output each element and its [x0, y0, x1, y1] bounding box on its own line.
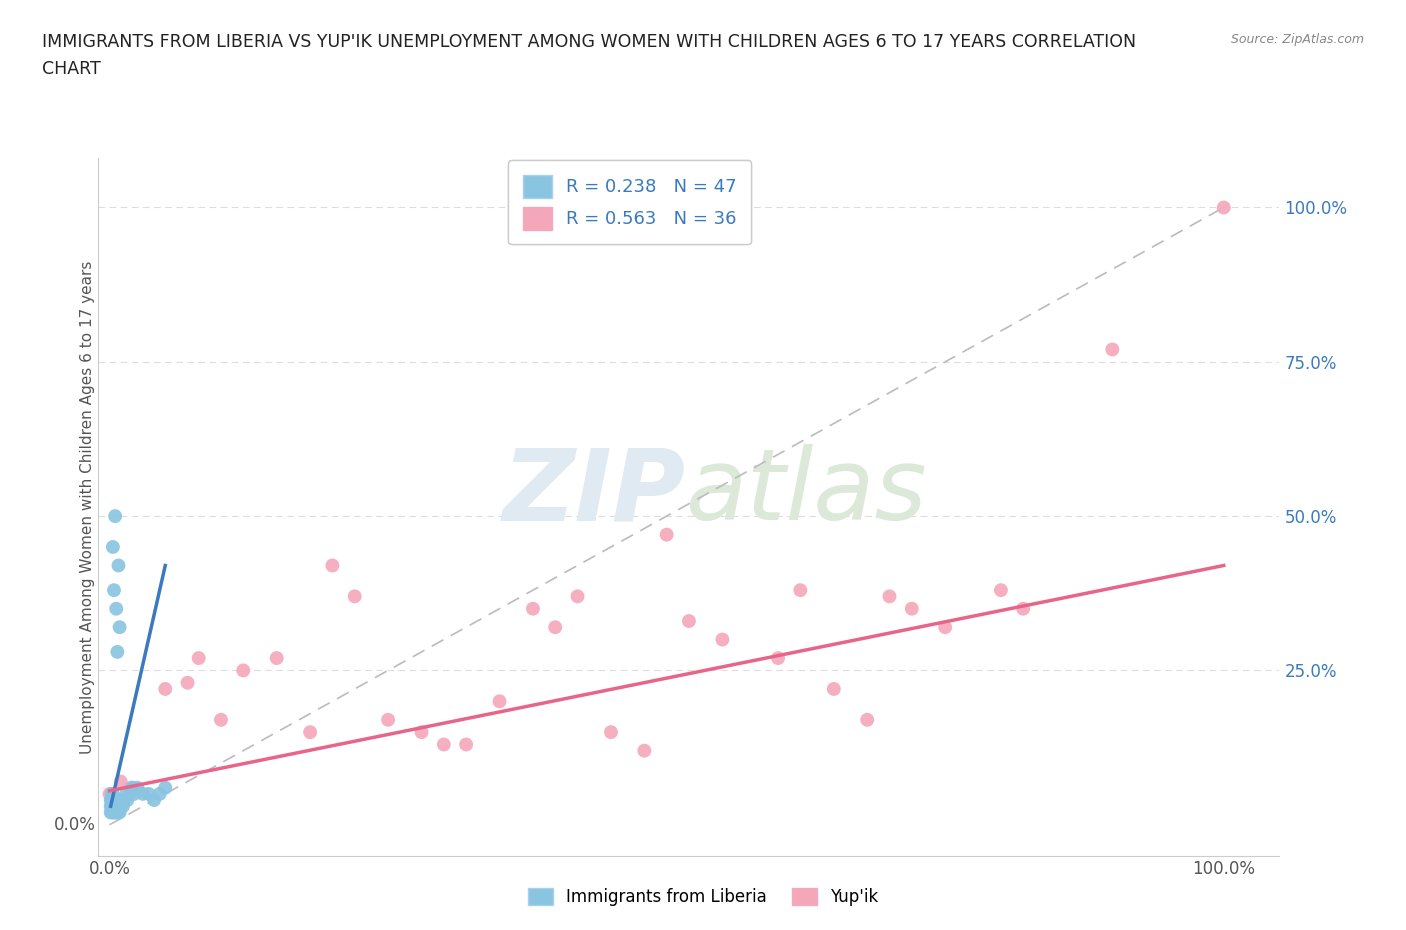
- Point: [456, 737, 478, 752]
- Legend: R = 0.238   N = 47, R = 0.563   N = 36: R = 0.238 N = 47, R = 0.563 N = 36: [509, 160, 751, 245]
- Legend: Immigrants from Liberia, Yup'ik: Immigrants from Liberia, Yup'ik: [522, 881, 884, 912]
- Point: [118, 787, 141, 802]
- Point: [100, 805, 122, 820]
- Point: [105, 799, 128, 814]
- Point: [104, 799, 127, 814]
- Point: [105, 602, 128, 617]
- Point: [934, 619, 956, 634]
- Text: atlas: atlas: [686, 445, 928, 541]
- Point: [232, 663, 254, 678]
- Point: [121, 780, 143, 795]
- Point: [105, 805, 128, 820]
- Point: [107, 805, 129, 820]
- Point: [103, 805, 125, 820]
- Point: [108, 619, 131, 634]
- Point: [108, 792, 131, 807]
- Point: [110, 799, 132, 814]
- Point: [633, 743, 655, 758]
- Text: ZIP: ZIP: [503, 445, 686, 541]
- Point: [789, 583, 811, 598]
- Point: [101, 787, 124, 802]
- Point: [101, 787, 124, 802]
- Point: [104, 792, 127, 807]
- Point: [107, 558, 129, 573]
- Point: [1101, 342, 1123, 357]
- Point: [122, 787, 145, 802]
- Point: [299, 724, 322, 739]
- Point: [900, 602, 922, 617]
- Point: [266, 651, 288, 666]
- Point: [100, 792, 122, 807]
- Point: [127, 780, 149, 795]
- Point: [98, 787, 121, 802]
- Point: [117, 792, 139, 807]
- Point: [101, 792, 124, 807]
- Text: Source: ZipAtlas.com: Source: ZipAtlas.com: [1230, 33, 1364, 46]
- Point: [823, 682, 845, 697]
- Point: [187, 651, 209, 666]
- Point: [766, 651, 789, 666]
- Text: IMMIGRANTS FROM LIBERIA VS YUP'IK UNEMPLOYMENT AMONG WOMEN WITH CHILDREN AGES 6 : IMMIGRANTS FROM LIBERIA VS YUP'IK UNEMPL…: [42, 33, 1136, 50]
- Point: [107, 799, 129, 814]
- Point: [101, 792, 124, 807]
- Point: [103, 799, 125, 814]
- Point: [711, 632, 734, 647]
- Text: CHART: CHART: [42, 60, 101, 78]
- Point: [112, 792, 135, 807]
- Point: [678, 614, 700, 629]
- Point: [132, 787, 155, 802]
- Point: [488, 694, 510, 709]
- Point: [856, 712, 879, 727]
- Point: [143, 792, 166, 807]
- Text: 0.0%: 0.0%: [55, 816, 96, 833]
- Point: [110, 792, 132, 807]
- Point: [104, 509, 127, 524]
- Point: [343, 589, 366, 604]
- Point: [105, 799, 128, 814]
- Point: [103, 792, 125, 807]
- Point: [321, 558, 343, 573]
- Point: [1212, 200, 1234, 215]
- Point: [149, 787, 172, 802]
- Point: [111, 799, 134, 814]
- Point: [879, 589, 901, 604]
- Point: [990, 583, 1012, 598]
- Point: [101, 805, 124, 820]
- Y-axis label: Unemployment Among Women with Children Ages 6 to 17 years: Unemployment Among Women with Children A…: [80, 260, 94, 753]
- Point: [101, 805, 124, 820]
- Point: [155, 682, 177, 697]
- Point: [108, 805, 131, 820]
- Point: [209, 712, 232, 727]
- Point: [121, 780, 143, 795]
- Point: [101, 539, 124, 554]
- Point: [377, 712, 399, 727]
- Point: [115, 787, 138, 802]
- Point: [176, 675, 198, 690]
- Point: [1012, 602, 1035, 617]
- Point: [600, 724, 623, 739]
- Point: [655, 527, 678, 542]
- Point: [544, 619, 567, 634]
- Point: [411, 724, 433, 739]
- Point: [138, 787, 160, 802]
- Point: [567, 589, 589, 604]
- Point: [105, 805, 128, 820]
- Point: [103, 583, 125, 598]
- Point: [101, 799, 124, 814]
- Point: [155, 780, 177, 795]
- Point: [100, 799, 122, 814]
- Point: [105, 644, 128, 659]
- Point: [101, 799, 124, 814]
- Point: [433, 737, 456, 752]
- Point: [110, 774, 132, 789]
- Point: [522, 602, 544, 617]
- Point: [104, 805, 127, 820]
